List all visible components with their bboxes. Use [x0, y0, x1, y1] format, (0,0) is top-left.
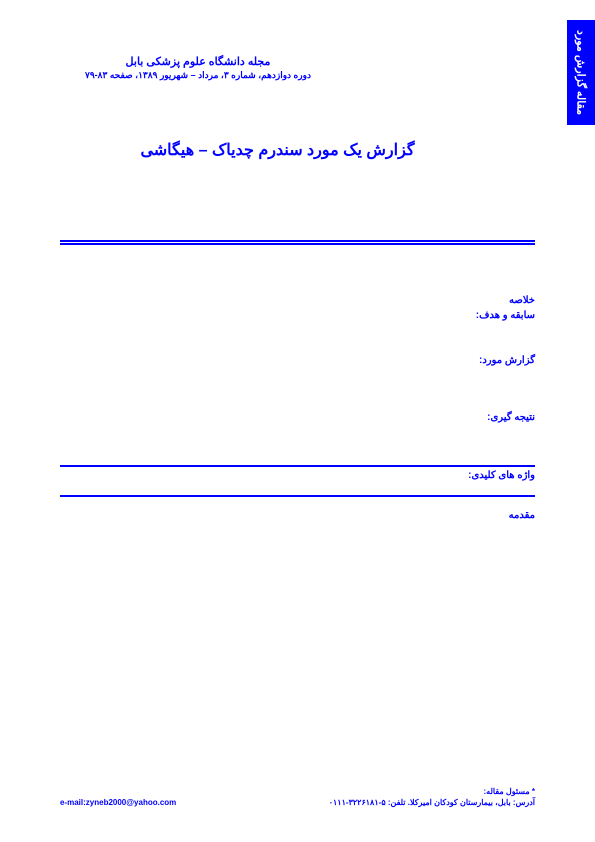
divider-line — [60, 495, 535, 497]
journal-header: مجله دانشگاه علوم پزشکی بابل دوره دوازده… — [85, 55, 311, 81]
sidebar-label: مقاله گزارش مورد — [575, 30, 588, 115]
introduction-heading: مقدمه — [509, 510, 535, 521]
author-address: آدرس: بابل، بیمارستان کودکان امیرکلا. تل… — [329, 798, 535, 807]
sidebar-category-tab: مقاله گزارش مورد — [567, 20, 595, 125]
abstract-heading: خلاصه — [509, 295, 535, 306]
footer: * مسئول مقاله: آدرس: بابل، بیمارستان کود… — [60, 787, 535, 807]
journal-name: مجله دانشگاه علوم پزشکی بابل — [85, 55, 311, 68]
divider-line — [60, 465, 535, 467]
corresponding-author-label: * مسئول مقاله: — [60, 787, 535, 796]
conclusion-heading: نتیجه گیری: — [487, 412, 535, 423]
journal-issue-info: دوره دوازدهم، شماره ۳، مرداد – شهریور ۱۳… — [85, 70, 311, 81]
keywords-heading: واژه های کلیدی: — [468, 470, 535, 481]
footer-contact-row: آدرس: بابل، بیمارستان کودکان امیرکلا. تل… — [60, 798, 535, 807]
divider-line — [60, 240, 535, 242]
background-heading: سابقه و هدف: — [476, 310, 535, 321]
author-email: e-mail:zyneb2000@yahoo.com — [60, 798, 176, 807]
article-title: گزارش یک مورد سندرم چدیاک – هیگاشی — [0, 140, 555, 160]
divider-line — [60, 243, 535, 245]
case-report-heading: گزارش مورد: — [479, 355, 535, 366]
